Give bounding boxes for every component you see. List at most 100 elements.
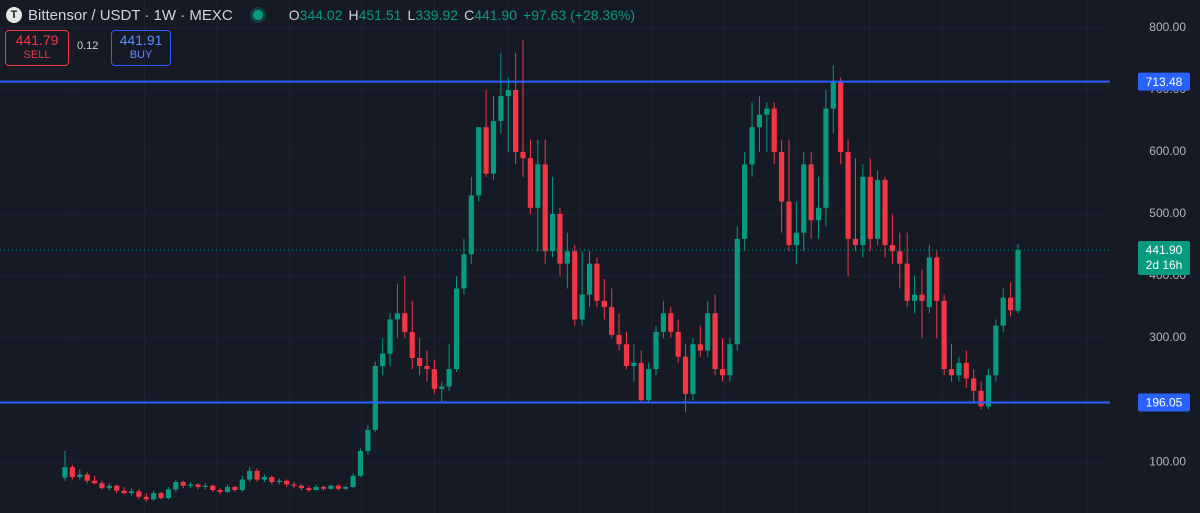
candle-body — [372, 365, 378, 430]
candle-body — [84, 474, 90, 481]
candle-body — [564, 251, 570, 264]
candle-body — [623, 344, 630, 366]
candle-body — [786, 201, 792, 246]
candle-body — [549, 214, 556, 252]
header: T Bittensor / USDT · 1W · MEXC O344.02 H4… — [6, 4, 635, 26]
candle-body — [91, 480, 98, 484]
candle-body — [476, 127, 482, 196]
candle-body — [210, 485, 216, 491]
candle-body — [697, 344, 703, 351]
candle-body — [594, 263, 600, 301]
ohlc-value: 451.51 — [358, 6, 402, 23]
candle-body — [394, 313, 401, 320]
countdown: 2d 16h — [1146, 258, 1183, 272]
candle-body — [978, 390, 984, 407]
candle-body — [948, 369, 955, 376]
candle-body — [439, 386, 445, 389]
candle-body — [749, 127, 755, 165]
candle-body — [195, 484, 201, 487]
candle-body — [350, 475, 356, 487]
candle-body — [417, 357, 423, 366]
sell-button[interactable]: 441.79 SELL — [5, 30, 69, 66]
candle-body — [165, 489, 172, 499]
candle-body — [808, 164, 814, 221]
candle-body — [313, 486, 319, 491]
candle-body — [261, 477, 268, 480]
candle-body — [365, 429, 371, 451]
candle-body — [62, 467, 68, 478]
ohlc-key: C — [464, 6, 475, 23]
candle-body — [586, 263, 593, 295]
buy-button[interactable]: 441.91 BUY — [111, 30, 171, 66]
buy-label: BUY — [129, 49, 153, 61]
symbol-title[interactable]: Bittensor / USDT · 1W · MEXC — [28, 6, 233, 24]
candle-body — [845, 151, 851, 239]
candle-body — [542, 164, 548, 252]
candle-body — [963, 362, 969, 379]
candle-body — [106, 485, 112, 489]
candle-body — [579, 294, 585, 320]
candle-body — [897, 251, 903, 264]
candle-body — [402, 313, 408, 332]
ohlc-value: 441.90 — [474, 6, 518, 23]
y-tick-label: 600.00 — [1149, 144, 1186, 158]
candle-body — [631, 362, 637, 366]
candle-body — [483, 127, 489, 174]
y-tick-label: 100.00 — [1149, 454, 1186, 468]
candle-body — [1015, 250, 1021, 311]
candle-body — [247, 470, 253, 480]
candle-body — [764, 108, 770, 115]
candle-body — [424, 365, 430, 370]
candle-body — [690, 344, 696, 394]
candle-body — [520, 151, 526, 159]
candle-body — [453, 288, 460, 370]
candle-body — [609, 307, 615, 335]
candle-body — [77, 474, 83, 478]
sell-label: SELL — [23, 49, 51, 61]
candle-body — [217, 490, 223, 492]
symbol-logo: T — [6, 7, 22, 23]
candle-body — [505, 89, 511, 97]
candle-body — [889, 245, 896, 252]
candle-body — [867, 176, 873, 239]
candle-body — [971, 378, 977, 391]
price-line-label: 713.48 — [1146, 75, 1183, 89]
candle-body — [771, 108, 777, 152]
candle-body — [173, 481, 179, 490]
candle-body — [815, 207, 822, 221]
candle-body — [298, 485, 305, 489]
candle-body — [490, 120, 497, 174]
candle-body — [136, 491, 142, 497]
candle-body — [114, 485, 120, 491]
candle-body — [1000, 297, 1006, 326]
ohlc-value: 344.02 — [299, 6, 343, 23]
candle-body — [387, 319, 393, 354]
candle-body — [535, 164, 541, 208]
candle-body — [756, 114, 763, 128]
candle-body — [926, 257, 932, 308]
price-line-label-bg — [1138, 393, 1190, 412]
candle-body — [431, 369, 437, 389]
ohlc-key: O — [288, 6, 300, 23]
candle-body — [343, 486, 349, 489]
candle-body — [860, 176, 866, 246]
candle-body — [151, 493, 157, 500]
last-price-label-bg — [1138, 241, 1190, 276]
candle-body — [158, 493, 164, 499]
candle-body — [291, 484, 297, 486]
candle-body — [682, 356, 689, 394]
candle-body — [232, 486, 238, 491]
candle-body — [719, 369, 726, 376]
candle-body — [638, 362, 644, 401]
candle-body — [653, 331, 659, 370]
candle-body — [335, 485, 341, 489]
candle-body — [875, 179, 881, 239]
candle-body — [269, 477, 275, 482]
ohlc-key: L — [407, 6, 416, 23]
ohlc-key: H — [348, 6, 359, 23]
candle-body — [660, 313, 666, 332]
candle-body — [254, 470, 260, 480]
candle-body — [852, 238, 859, 246]
candle-body — [838, 81, 844, 152]
y-tick-label: 300.00 — [1149, 330, 1186, 344]
